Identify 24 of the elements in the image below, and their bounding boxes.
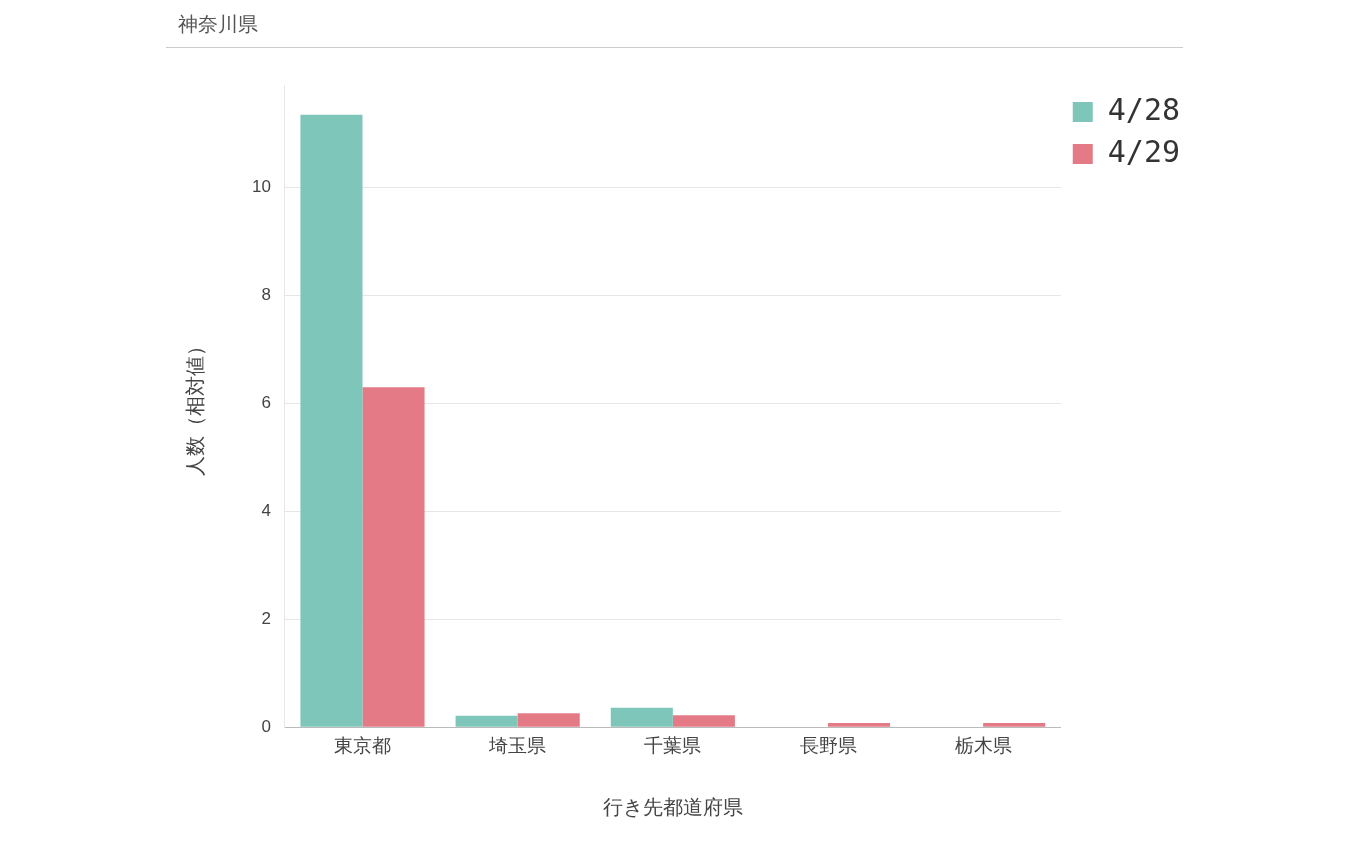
y-tick-label: 4 xyxy=(261,501,271,521)
bar xyxy=(455,715,518,727)
y-tick-label: 6 xyxy=(261,393,271,413)
legend-label: 4/29 xyxy=(1107,133,1180,169)
x-tick-label: 東京都 xyxy=(333,734,391,756)
chart-title: 神奈川県 xyxy=(166,8,1183,48)
x-tick-label: 栃木県 xyxy=(954,734,1012,756)
y-tick-label: 2 xyxy=(261,608,271,628)
x-tick-label: 千葉県 xyxy=(644,734,702,756)
x-tick-label: 長野県 xyxy=(799,734,857,756)
bar xyxy=(517,713,580,727)
y-tick-label: 0 xyxy=(261,716,271,736)
x-tick-label: 埼玉県 xyxy=(488,734,547,756)
bar xyxy=(828,722,891,727)
y-tick-label: 10 xyxy=(251,177,271,197)
y-axis-title: 人数（相対値） xyxy=(183,336,206,477)
bar xyxy=(672,715,735,727)
bar xyxy=(983,722,1046,727)
legend-label: 4/28 xyxy=(1107,91,1180,127)
bar xyxy=(610,707,673,727)
x-axis-title: 行き先都道府県 xyxy=(602,795,743,818)
bar xyxy=(300,114,363,727)
y-tick-label: 8 xyxy=(261,285,271,305)
bar xyxy=(362,387,425,727)
